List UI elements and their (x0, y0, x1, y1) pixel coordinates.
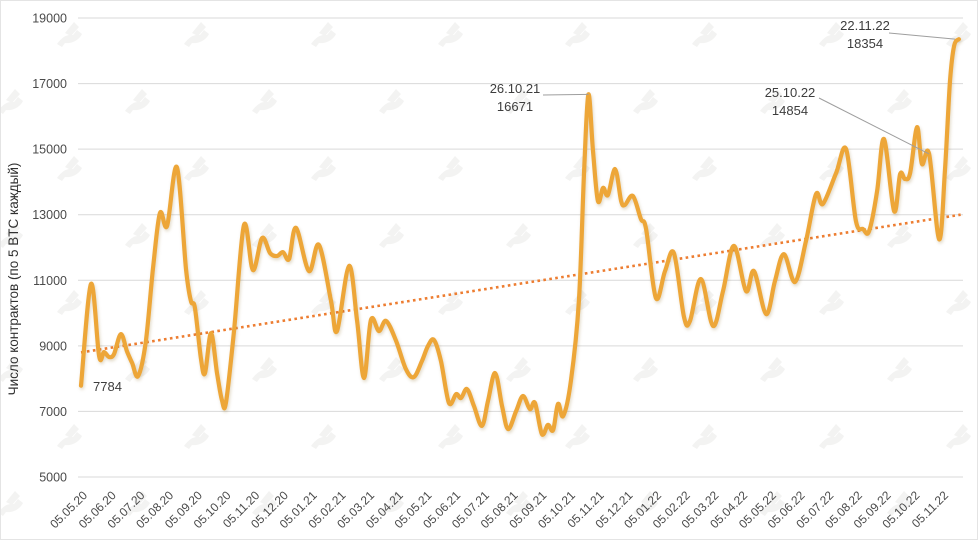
forklog-logo-icon (760, 491, 785, 516)
forklog-logo-icon (1, 357, 23, 382)
annotation-text: 26.10.21 (490, 81, 541, 96)
annotation-leader-line (542, 93, 589, 96)
forklog-logo-icon (438, 22, 463, 47)
gridlines (78, 17, 963, 478)
annotation-leader-line (818, 97, 930, 155)
forklog-logo-icon (438, 424, 463, 449)
forklog-logo-icon (506, 357, 531, 382)
forklog-logo-icon (379, 89, 404, 114)
forklog-logo-icon (379, 223, 404, 248)
forklog-logo-icon (506, 89, 531, 114)
forklog-logo-icon (760, 223, 785, 248)
forklog-logo-icon (184, 22, 209, 47)
forklog-logo-icon (311, 156, 336, 181)
forklog-logo-icon (887, 491, 912, 516)
forklog-logo-icon (57, 290, 82, 315)
forklog-logo-icon (633, 357, 658, 382)
forklog-logo-icon (252, 357, 277, 382)
forklog-logo-icon (633, 89, 658, 114)
forklog-logo-icon (57, 156, 82, 181)
annotation-text: 18354 (847, 36, 883, 51)
trendline-group (80, 213, 961, 354)
annotations-group: 7784 26.10.21 16671 25.10.22 14854 22.11.22 18… (93, 18, 955, 394)
forklog-logo-icon (1, 491, 23, 516)
forklog-logo-icon (184, 424, 209, 449)
y-tick-label: 19000 (32, 12, 67, 26)
y-axis-title: Число контрактов (по 5 BTC каждый) (6, 163, 21, 396)
annotation-text: 7784 (93, 379, 122, 394)
annotation-text: 22.11.22 (840, 18, 890, 33)
forklog-logo-icon (565, 424, 590, 449)
forklog-logo-icon (506, 223, 531, 248)
forklog-logo-icon (311, 22, 336, 47)
forklog-logo-icon (311, 424, 336, 449)
annotation-leader-line (888, 32, 955, 40)
forklog-logo-icon (184, 290, 209, 315)
forklog-logo-icon (692, 22, 717, 47)
forklog-logo-icon (633, 491, 658, 516)
y-tick-label: 13000 (32, 208, 67, 222)
forklog-logo-icon (125, 223, 150, 248)
forklog-logo-icon (760, 89, 785, 114)
forklog-logo-icon (125, 89, 150, 114)
forklog-logo-icon (252, 223, 277, 248)
watermark-pattern (1, 22, 971, 516)
forklog-logo-icon (946, 22, 971, 47)
forklog-logo-icon (946, 156, 971, 181)
forklog-logo-icon (946, 424, 971, 449)
forklog-logo-icon (887, 89, 912, 114)
forklog-logo-icon (1, 223, 23, 248)
forklog-logo-icon (252, 89, 277, 114)
forklog-logo-icon (57, 424, 82, 449)
forklog-logo-icon (506, 491, 531, 516)
y-tick-label: 5000 (39, 471, 67, 485)
forklog-logo-icon (125, 491, 150, 516)
forklog-logo-icon (1, 89, 23, 114)
forklog-logo-icon (760, 357, 785, 382)
forklog-logo-icon (692, 290, 717, 315)
annotation-text: 25.10.22 (765, 85, 816, 100)
y-tick-label: 7000 (39, 405, 67, 419)
series-group (78, 37, 961, 437)
forklog-logo-icon (184, 156, 209, 181)
forklog-logo-icon (887, 223, 912, 248)
forklog-logo-icon (565, 22, 590, 47)
y-tick-label: 9000 (39, 339, 67, 353)
forklog-logo-icon (438, 290, 463, 315)
x-axis-ticks: 05.05.2005.06.2005.07.2005.08.2005.09.20… (47, 488, 951, 531)
trendline-dotted (80, 213, 961, 354)
y-axis-ticks: 19000 17000 15000 13000 11000 9000 7000 5000 (32, 12, 67, 485)
forklog-logo-icon (57, 22, 82, 47)
forklog-logo-icon (438, 156, 463, 181)
forklog-logo-icon (887, 357, 912, 382)
forklog-logo-icon (692, 424, 717, 449)
forklog-logo-icon (819, 424, 844, 449)
y-tick-label: 15000 (32, 143, 67, 157)
annotation-text: 16671 (497, 99, 533, 114)
contracts-line (78, 37, 961, 437)
annotation-text: 14854 (772, 103, 808, 118)
forklog-logo-icon (819, 22, 844, 47)
forklog-logo-icon (379, 491, 404, 516)
forklog-logo-icon (379, 357, 404, 382)
y-tick-label: 11000 (33, 274, 67, 288)
forklog-logo-icon (252, 491, 277, 516)
forklog-logo-icon (692, 156, 717, 181)
forklog-logo-icon (819, 290, 844, 315)
forklog-logo-icon (946, 290, 971, 315)
y-tick-label: 17000 (32, 77, 67, 91)
